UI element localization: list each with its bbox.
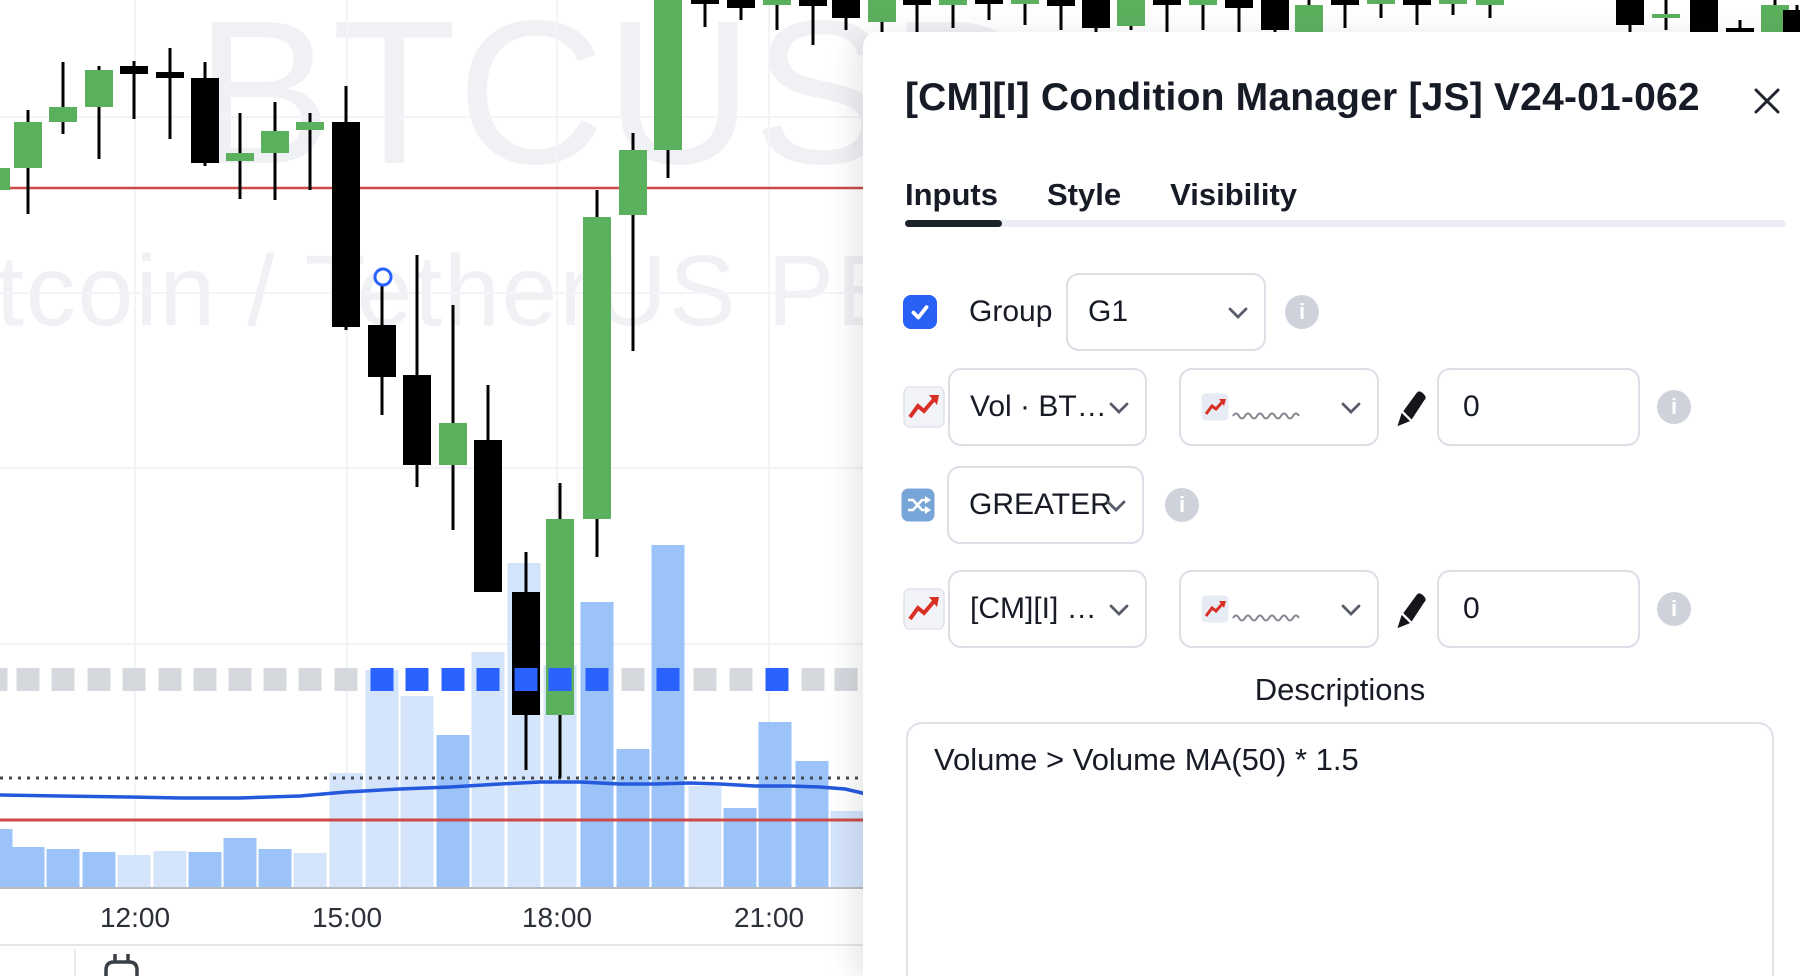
chevron-down-icon [1228,307,1248,319]
plot-select-2[interactable] [1179,570,1379,648]
tab-style[interactable]: Style [1047,177,1122,212]
mini-chart-icon [1201,393,1229,421]
group-info-icon[interactable]: i [1285,295,1319,329]
chevron-down-icon [1109,402,1129,414]
svg-text:tcoin / TetherUS PER: tcoin / TetherUS PER [0,235,979,347]
plot-preview [1201,595,1301,623]
descriptions-textarea[interactable]: Volume > Volume MA(50) * 1.5 [906,722,1774,976]
group-select-value: G1 [1088,295,1129,328]
condition-2-info-icon[interactable]: i [1657,592,1691,626]
source-select-2[interactable]: [CM][I] … [948,570,1147,648]
pen-edit-button[interactable] [1390,384,1430,430]
operator-select[interactable]: GREATER [947,466,1144,544]
tab-visibility[interactable]: Visibility [1170,177,1298,212]
group-label: Group [969,295,1053,328]
squiggle-line-icon [1232,614,1300,622]
dialog-tabs: Inputs Style Visibility [905,177,1297,213]
pen-icon [1397,593,1426,629]
source-select-2-value: [CM][I] … [970,592,1097,625]
descriptions-label: Descriptions [1254,672,1426,707]
value-input-1[interactable] [1437,368,1640,446]
chevron-down-icon [1109,604,1129,616]
active-tab-underline [905,220,1002,227]
condition-row-2: [CM][I] … [863,570,1800,648]
operator-select-value: GREATER [969,488,1112,521]
svg-text:18:00: 18:00 [522,902,592,933]
svg-text:15:00: 15:00 [312,902,382,933]
plot-preview [1201,393,1301,421]
shuffle-icon [901,488,935,522]
checkbox-check-icon [911,305,929,320]
tab-underline-track [905,220,1786,227]
squiggle-line-icon [1232,412,1300,420]
condition-1-info-icon[interactable]: i [1657,390,1691,424]
plot-select-1[interactable] [1179,368,1379,446]
operator-info-icon[interactable]: i [1165,488,1199,522]
close-icon [1754,88,1780,114]
operator-row: GREATER i [863,466,1800,544]
group-select[interactable]: G1 [1066,273,1266,351]
group-row: Group G1 i [863,273,1800,351]
chart-increasing-icon [903,386,945,428]
pen-icon [1397,391,1426,427]
svg-text:21:00: 21:00 [734,902,804,933]
group-checkbox[interactable] [903,295,937,329]
mini-chart-icon [1201,595,1229,623]
chevron-down-icon [1341,402,1361,414]
source-select-1-value: Vol · BT… [970,390,1107,423]
condition-manager-dialog: [CM][I] Condition Manager [JS] V24-01-06… [863,32,1800,976]
value-input-2[interactable] [1437,570,1640,648]
pen-edit-button[interactable] [1390,586,1430,632]
condition-row-1: Vol · BT… [863,368,1800,446]
tab-inputs[interactable]: Inputs [905,177,998,212]
chevron-down-icon [1106,500,1126,512]
dialog-title: [CM][I] Condition Manager [JS] V24-01-06… [905,76,1700,119]
svg-text:12:00: 12:00 [100,902,170,933]
chevron-down-icon [1341,604,1361,616]
chart-increasing-icon [903,588,945,630]
close-button[interactable] [1750,84,1784,118]
source-select-1[interactable]: Vol · BT… [948,368,1147,446]
